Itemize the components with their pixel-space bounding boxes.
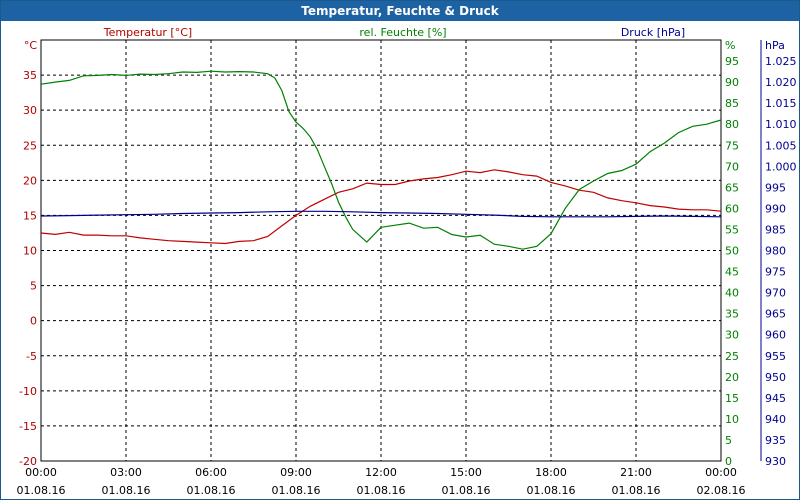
humidity-axis-title: rel. Feuchte [%] (359, 26, 446, 39)
x-tick-date-label: 01.08.16 (187, 484, 236, 497)
pressure-tick-label: 980 (765, 245, 786, 258)
humidity-tick-label: 65 (725, 181, 739, 194)
temperature-unit-label: °C (24, 39, 38, 52)
humidity-tick-label: 85 (725, 97, 739, 110)
x-tick-date-label: 01.08.16 (102, 484, 151, 497)
pressure-tick-label: 945 (765, 392, 786, 405)
temperature-tick-label: -10 (19, 385, 37, 398)
humidity-tick-label: 75 (725, 139, 739, 152)
pressure-axis-title: Druck [hPa] (621, 26, 685, 39)
pressure-tick-label: 955 (765, 350, 786, 363)
temperature-tick-label: 30 (23, 104, 37, 117)
humidity-tick-label: 70 (725, 160, 739, 173)
x-tick-time-label: 00:00 (705, 466, 737, 479)
humidity-tick-label: 80 (725, 118, 739, 131)
temperature-tick-label: -20 (19, 455, 37, 468)
humidity-tick-label: 45 (725, 266, 739, 279)
x-tick-date-label: 01.08.16 (17, 484, 66, 497)
temperature-tick-label: 15 (23, 209, 37, 222)
pressure-tick-label: 990 (765, 202, 786, 215)
series-line-humidity (40, 70, 722, 250)
x-tick-time-label: 00:00 (25, 466, 57, 479)
series-line-pressure (40, 210, 722, 218)
humidity-tick-label: 40 (725, 287, 739, 300)
pressure-tick-label: 1.015 (765, 97, 797, 110)
temperature-tick-label: 20 (23, 174, 37, 187)
temperature-tick-label: 5 (30, 280, 37, 293)
x-tick-date-label: 02.08.16 (697, 484, 746, 497)
pressure-tick-label: 1.005 (765, 139, 797, 152)
temperature-tick-label: 0 (30, 315, 37, 328)
x-tick-time-label: 12:00 (365, 466, 397, 479)
humidity-tick-label: 50 (725, 245, 739, 258)
humidity-tick-label: 15 (725, 392, 739, 405)
x-tick-time-label: 06:00 (195, 466, 227, 479)
pressure-tick-label: 940 (765, 413, 786, 426)
humidity-tick-label: 25 (725, 350, 739, 363)
pressure-tick-label: 950 (765, 371, 786, 384)
temperature-tick-label: 25 (23, 139, 37, 152)
pressure-tick-label: 930 (765, 455, 786, 468)
humidity-tick-label: 60 (725, 202, 739, 215)
humidity-tick-label: 0 (725, 455, 732, 468)
pressure-tick-label: 1.020 (765, 76, 797, 89)
x-tick-time-label: 03:00 (110, 466, 142, 479)
chart-title: Temperatur, Feuchte & Druck (1, 1, 799, 21)
x-tick-date-label: 01.08.16 (612, 484, 661, 497)
pressure-tick-label: 1.000 (765, 160, 797, 173)
x-tick-date-label: 01.08.16 (527, 484, 576, 497)
x-tick-time-label: 21:00 (620, 466, 652, 479)
x-tick-time-label: 18:00 (535, 466, 567, 479)
pressure-tick-label: 935 (765, 434, 786, 447)
humidity-tick-label: 35 (725, 308, 739, 321)
temperature-tick-label: -5 (26, 350, 37, 363)
humidity-tick-label: 20 (725, 371, 739, 384)
x-tick-time-label: 09:00 (280, 466, 312, 479)
humidity-unit-label: % (725, 39, 735, 52)
pressure-tick-label: 985 (765, 223, 786, 236)
x-tick-date-label: 01.08.16 (442, 484, 491, 497)
pressure-tick-label: 1.025 (765, 55, 797, 68)
humidity-tick-label: 10 (725, 413, 739, 426)
temperature-tick-label: 10 (23, 245, 37, 258)
pressure-tick-label: 975 (765, 266, 786, 279)
humidity-tick-label: 90 (725, 76, 739, 89)
pressure-tick-label: 970 (765, 287, 786, 300)
humidity-tick-label: 30 (725, 329, 739, 342)
x-tick-date-label: 01.08.16 (272, 484, 321, 497)
temperature-axis-title: Temperatur [°C] (103, 26, 192, 39)
pressure-tick-label: 960 (765, 329, 786, 342)
pressure-tick-label: 995 (765, 181, 786, 194)
temperature-tick-label: -15 (19, 420, 37, 433)
humidity-tick-label: 55 (725, 223, 739, 236)
temperature-tick-label: 35 (23, 69, 37, 82)
humidity-tick-label: 5 (725, 434, 732, 447)
series-line-temperature (40, 169, 722, 245)
pressure-tick-label: 1.010 (765, 118, 797, 131)
pressure-unit-label: hPa (765, 39, 785, 52)
humidity-tick-label: 95 (725, 55, 739, 68)
pressure-tick-label: 965 (765, 308, 786, 321)
x-tick-date-label: 01.08.16 (357, 484, 406, 497)
x-tick-time-label: 15:00 (450, 466, 482, 479)
